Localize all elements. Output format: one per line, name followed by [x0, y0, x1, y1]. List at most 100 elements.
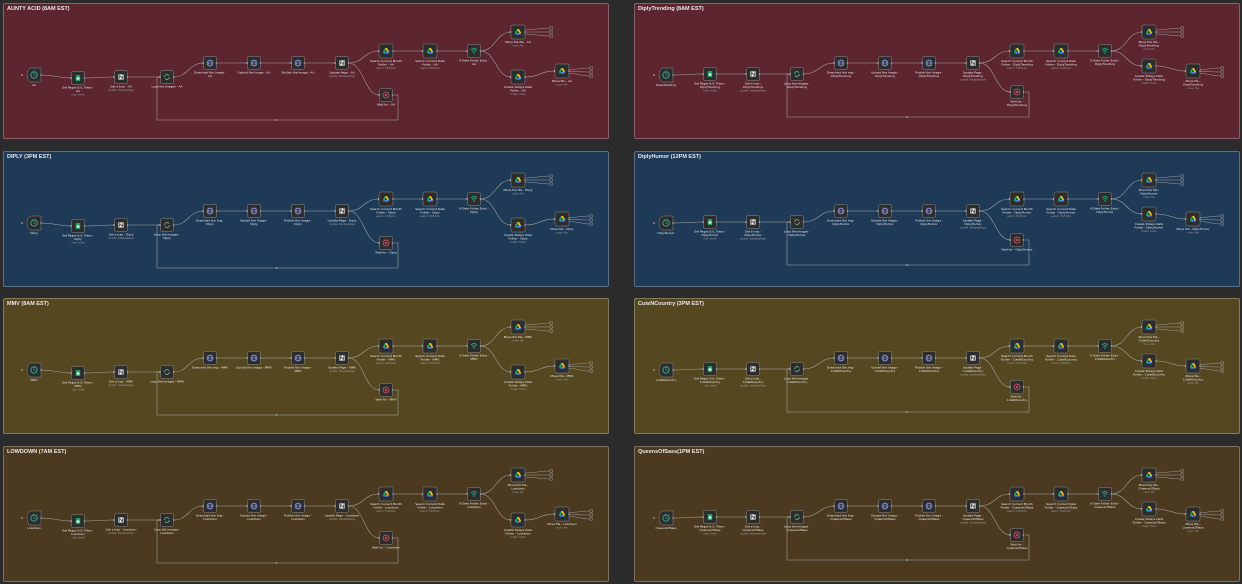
add-node-handle[interactable] [1180, 26, 1184, 30]
add-node-handle[interactable] [1180, 34, 1184, 38]
output-handle[interactable] [392, 345, 394, 347]
connection-line[interactable] [348, 62, 380, 96]
add-node-handle[interactable] [1220, 365, 1224, 369]
sticky-note-group[interactable]: LOWDOWN (7AM EST) Lowdown Get Pages & IL T… [3, 446, 609, 582]
add-node-handle[interactable] [549, 325, 553, 329]
output-connection[interactable] [1199, 67, 1222, 70]
input-handle[interactable] [509, 76, 511, 78]
output-handle[interactable] [890, 505, 893, 507]
node-sheets[interactable]: Get Pages & IL Token -QueensOfSassread: … [694, 510, 726, 536]
add-node-handle[interactable] [1220, 361, 1224, 365]
node-http1[interactable]: Download the Img -CuteNCountry [827, 351, 855, 373]
loop-back-connection[interactable] [156, 224, 399, 269]
output-handle[interactable] [846, 210, 849, 212]
node-http3[interactable]: Publish the Image -CuteNCountry [915, 351, 943, 373]
add-node-handle[interactable] [589, 218, 593, 222]
sticky-note-group[interactable]: AUNTY ACID (8AM EST) AA Get Pages & IL Tok… [3, 3, 609, 139]
output-handle[interactable] [392, 50, 394, 52]
output-handle[interactable] [715, 221, 718, 223]
node-filter[interactable]: If Date Folder Exist -QueensOfSass [1090, 487, 1120, 509]
input-handle[interactable] [466, 50, 468, 52]
output-handle[interactable] [392, 493, 394, 495]
connection-line[interactable] [40, 517, 72, 522]
node-http2[interactable]: Upload the Image -CuteNCountry [871, 351, 899, 373]
connection-line[interactable] [348, 357, 380, 391]
output-handle[interactable] [802, 516, 805, 518]
connection-line[interactable] [979, 210, 1011, 241]
output-handle[interactable] [1155, 213, 1157, 215]
output-handle[interactable] [1110, 50, 1113, 52]
input-handle[interactable] [1097, 493, 1099, 495]
add-node-handle[interactable] [1180, 321, 1184, 325]
output-handle[interactable] [347, 505, 350, 507]
input-handle[interactable] [246, 505, 248, 507]
input-handle[interactable] [466, 198, 468, 200]
add-node-handle[interactable] [1220, 70, 1224, 74]
node-trigger[interactable]: AA [26, 67, 42, 87]
sticky-note-group[interactable]: QueensOfSass(1PM EST) QueensOfSass Get Pag… [634, 446, 1240, 582]
input-handle[interactable] [921, 210, 923, 212]
input-handle[interactable] [290, 62, 292, 64]
output-handle[interactable] [479, 50, 482, 52]
output-handle[interactable] [1155, 179, 1157, 181]
output-connection[interactable] [568, 510, 591, 513]
node-trigger[interactable]: CuteNCountry [656, 362, 677, 382]
output-connection[interactable] [524, 322, 551, 326]
input-handle[interactable] [745, 73, 747, 75]
input-handle[interactable] [877, 357, 879, 359]
input-handle[interactable] [113, 519, 115, 521]
output-handle[interactable] [259, 357, 262, 359]
input-handle[interactable] [1009, 91, 1011, 93]
node-http3[interactable]: Publish the Image -QueensOfSass [915, 499, 943, 521]
input-handle[interactable] [1140, 508, 1142, 510]
add-node-handle[interactable] [589, 513, 593, 517]
output-connection[interactable] [568, 366, 591, 368]
output-handle[interactable] [802, 73, 805, 75]
input-handle[interactable] [378, 389, 380, 391]
input-handle[interactable] [290, 505, 292, 507]
output-handle[interactable] [303, 210, 306, 212]
connection-line[interactable] [348, 345, 380, 359]
connection-line[interactable] [803, 357, 835, 370]
output-connection[interactable] [1199, 510, 1222, 513]
connection-line[interactable] [672, 221, 704, 224]
add-node-handle[interactable] [1220, 369, 1224, 373]
node-filter[interactable]: If Date Folder Exist -Diply [459, 192, 489, 214]
output-handle[interactable] [303, 62, 306, 64]
output-handle[interactable] [1155, 31, 1157, 33]
input-handle[interactable] [246, 62, 248, 64]
add-node-handle[interactable] [589, 214, 593, 218]
node-loop[interactable]: Loop the Images -CuteNCountry [784, 362, 810, 384]
node-sheets[interactable]: Get Pages & IL Token -CuteNCountryread: … [694, 362, 726, 388]
output-handle[interactable] [1199, 70, 1201, 72]
add-node-handle[interactable] [1180, 174, 1184, 178]
output-handle[interactable] [524, 326, 526, 328]
node-error[interactable]: Wait for - Diply [375, 236, 397, 255]
loop-back-connection[interactable] [786, 368, 1030, 413]
connection-line[interactable] [348, 198, 380, 212]
input-handle[interactable] [965, 357, 967, 359]
input-handle[interactable] [1052, 198, 1054, 200]
output-handle[interactable] [715, 73, 718, 75]
connection-line[interactable] [1111, 493, 1143, 510]
output-handle[interactable] [978, 357, 981, 359]
input-handle[interactable] [334, 357, 336, 359]
input-handle[interactable] [1140, 179, 1142, 181]
node-error[interactable]: Wait for - DiplyHumor [1001, 233, 1033, 252]
node-filter[interactable]: If Date Folder Exist -MMV [459, 339, 489, 361]
output-handle[interactable] [1155, 326, 1157, 328]
node-http1[interactable]: Download the Img -QueensOfSass [827, 499, 855, 521]
sticky-note-group[interactable]: CuteNCountry (3PM EST) CuteNCountry Get Pa… [634, 298, 1240, 434]
add-node-handle[interactable] [1180, 178, 1184, 182]
output-handle[interactable] [758, 73, 761, 75]
node-error[interactable]: Wait for - AA [377, 88, 395, 107]
output-handle[interactable] [934, 505, 937, 507]
